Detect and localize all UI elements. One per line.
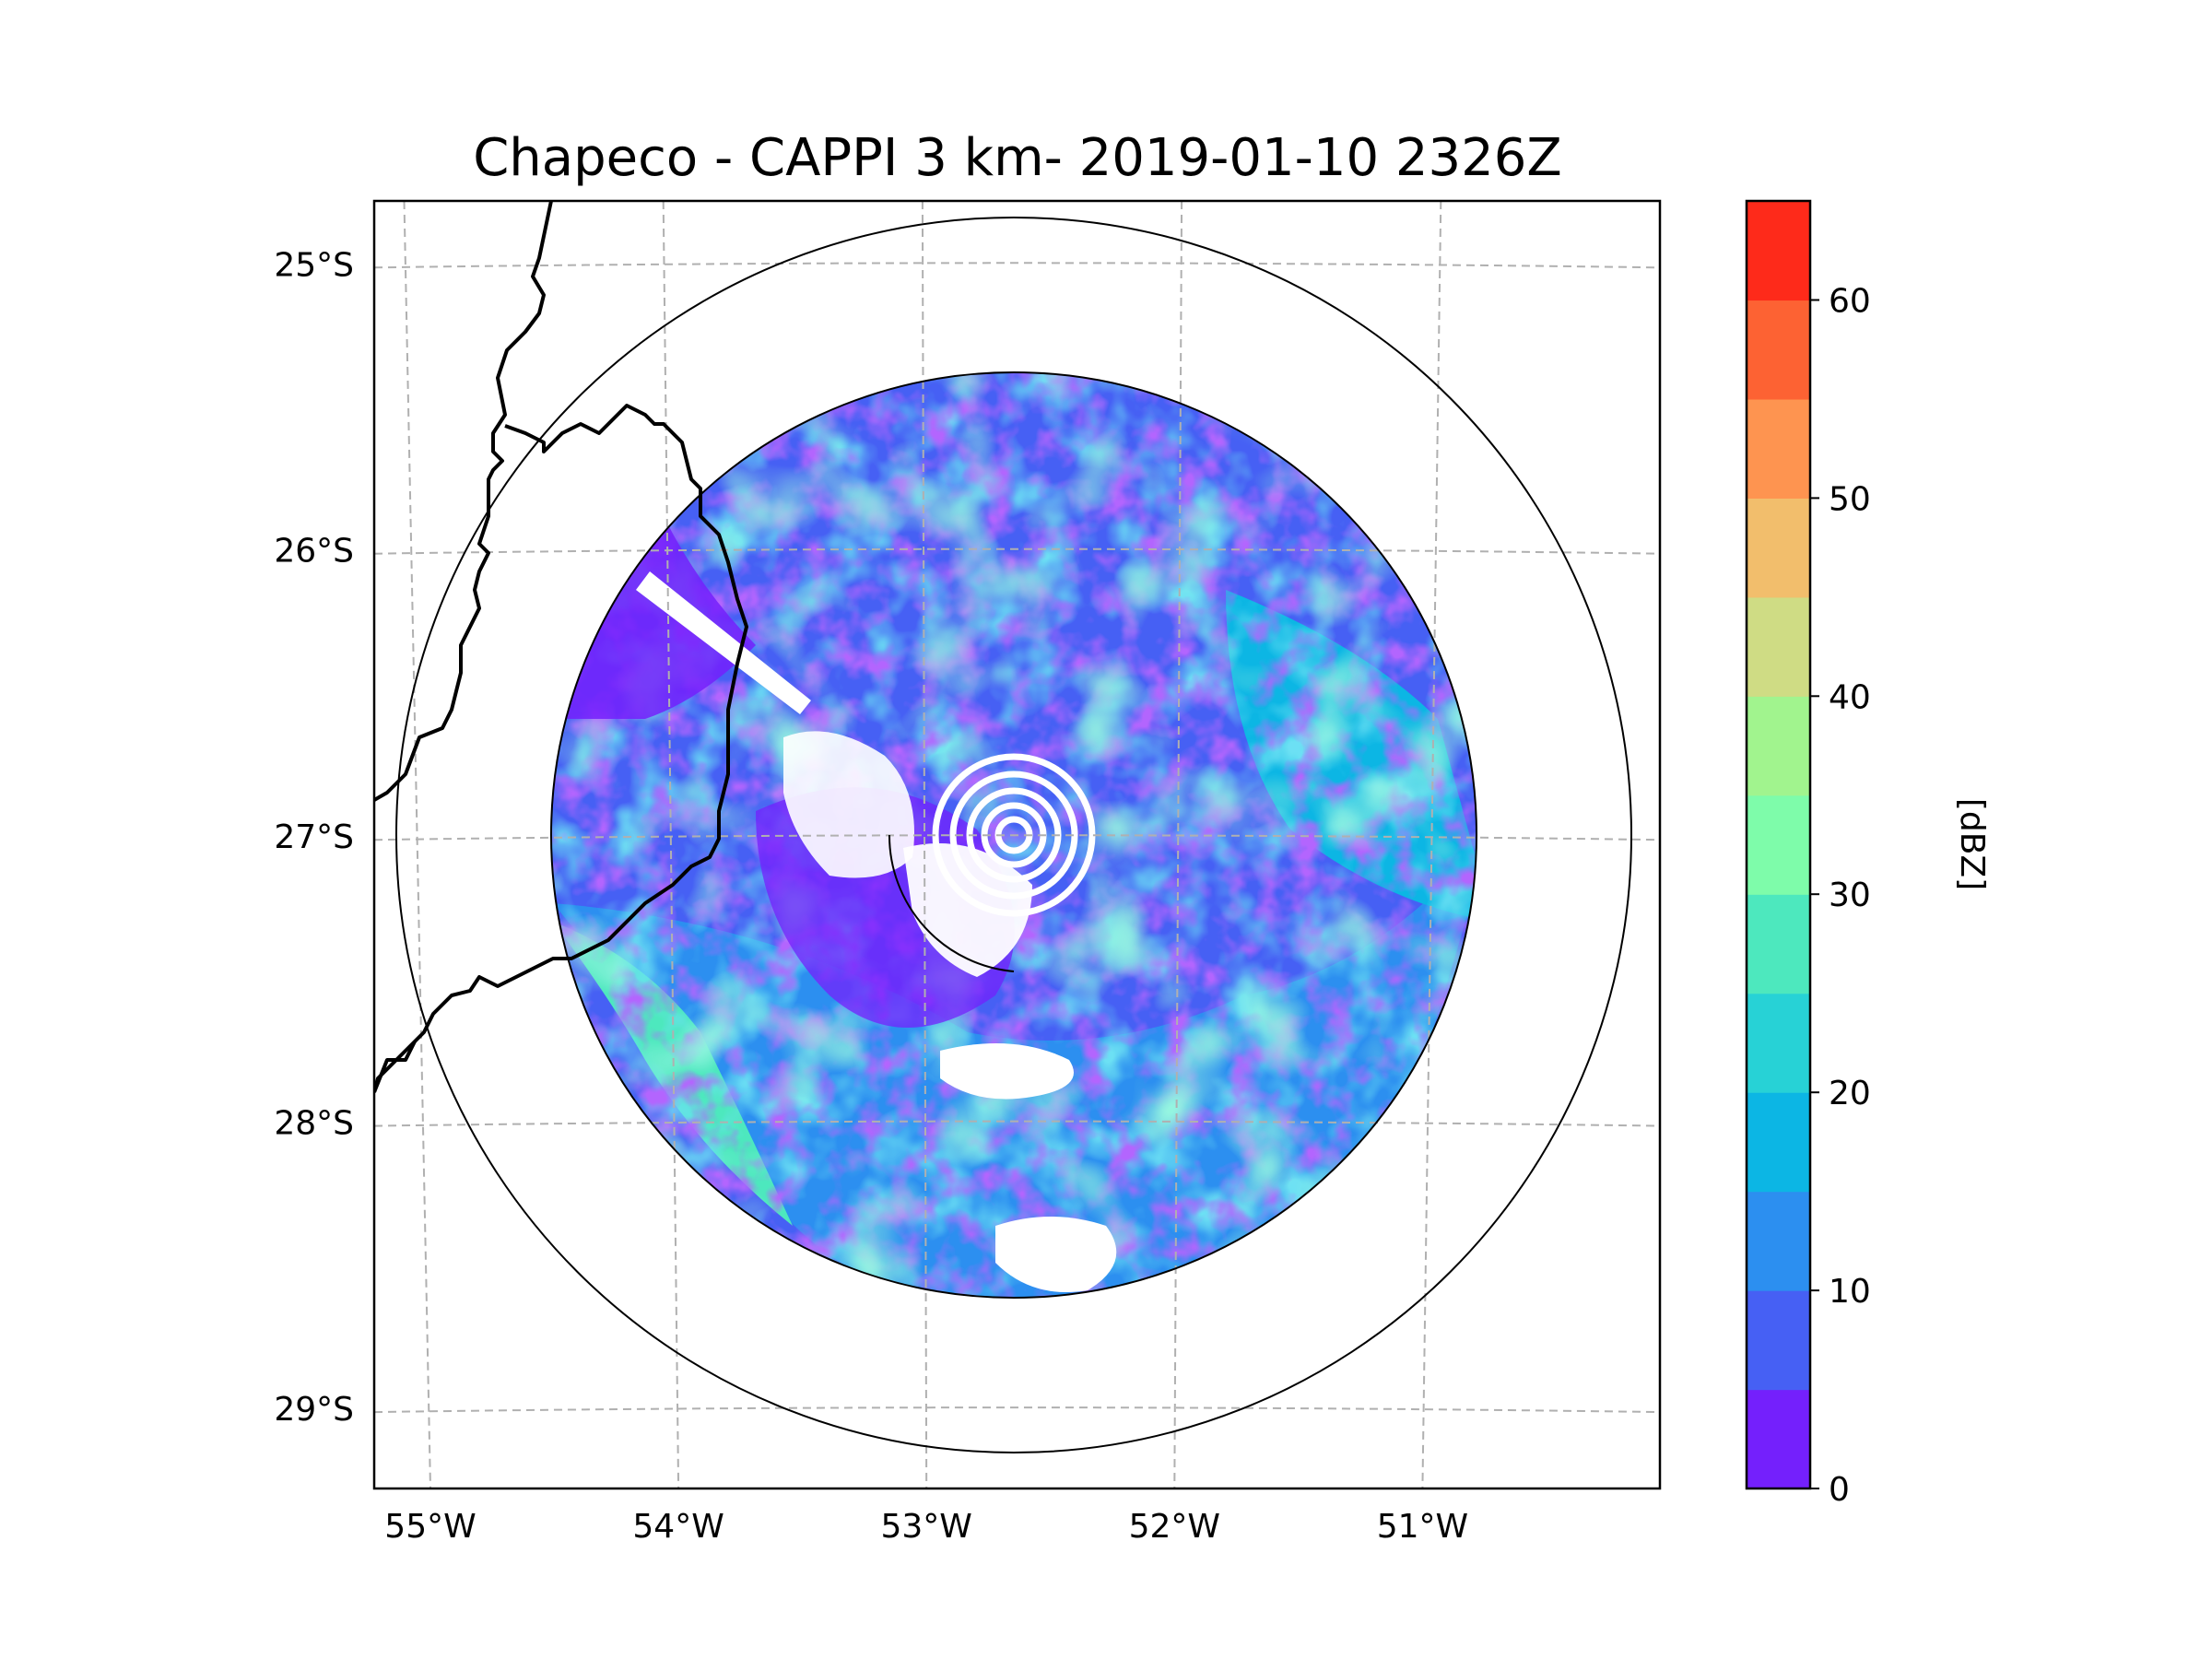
axes-frame [372, 199, 1662, 1490]
colorbar-band [1747, 596, 1810, 697]
x-tick-label: 52°W [1129, 1508, 1220, 1546]
colorbar-tick-label: 10 [1829, 1273, 1871, 1311]
colorbar-band [1747, 1389, 1810, 1489]
chart-title: Chapeco - CAPPI 3 km- 2019-01-10 2326Z [473, 128, 1562, 188]
y-tick-label: 26°S [274, 533, 354, 571]
grid-line-lat [374, 1406, 1660, 1414]
x-tick-labels: 55°W 54°W 53°W 52°W 51°W [384, 1508, 1468, 1546]
plot-area: 55°W 54°W 53°W 52°W 51°W 25°S 26°S 27°S 28°S 29°… [274, 199, 1662, 1546]
colorbar-tick-label: 40 [1829, 678, 1871, 716]
state-border [374, 404, 748, 1093]
colorbar-label: [dBZ] [1953, 798, 1991, 890]
grid-line-lon [403, 201, 431, 1488]
y-tick-label: 27°S [274, 818, 354, 856]
x-tick-label: 54°W [632, 1508, 724, 1546]
colorbar-tick-label: 20 [1829, 1075, 1871, 1112]
grid-line-lon [1421, 201, 1442, 1488]
y-tick-label: 28°S [274, 1105, 354, 1143]
grid-line-lon [921, 201, 928, 1488]
grid-line-lat [374, 547, 1660, 555]
ground-clutter-west [783, 731, 914, 878]
colorbar-band [1747, 1290, 1810, 1391]
state-border-lower [374, 1041, 417, 1093]
reflectivity-region-northwest [553, 516, 756, 719]
colorbar-ticks: 0 10 20 30 40 50 60 [1810, 283, 1871, 1509]
colorbar-band [1747, 1191, 1810, 1291]
colorbar-band [1747, 794, 1810, 895]
colorbar-tick-label: 30 [1829, 877, 1871, 914]
colorbar-band [1747, 993, 1810, 1093]
ground-clutter-far-south [995, 1217, 1117, 1292]
inner-range-arc [888, 834, 1015, 972]
country-border [374, 201, 553, 802]
colorbar-tick-label: 0 [1829, 1471, 1850, 1509]
clutter-ring [949, 771, 1078, 900]
colorbar-band [1747, 498, 1810, 598]
colorbar-band [1747, 201, 1810, 301]
colorbar: 0 10 20 30 40 50 60 [dBZ] [1745, 199, 1991, 1509]
y-tick-labels: 25°S 26°S 27°S 28°S 29°S [274, 246, 354, 1429]
colorbar-band [1747, 300, 1810, 400]
grid-line-lat [374, 1120, 1660, 1127]
range-ring-outer [395, 217, 1632, 1453]
ground-clutter-south [940, 1043, 1074, 1100]
gridlines [374, 201, 1660, 1488]
x-tick-label: 53°W [880, 1508, 971, 1546]
clutter-ring [932, 753, 1096, 917]
colorbar-band [1747, 894, 1810, 994]
grid-line-lat [374, 262, 1660, 269]
y-tick-label: 25°S [274, 246, 354, 284]
colorbar-band [1747, 398, 1810, 499]
range-ring-inner [550, 371, 1477, 1299]
x-tick-label: 55°W [384, 1508, 476, 1546]
beam-blockage [636, 571, 811, 714]
y-tick-label: 29°S [274, 1391, 354, 1429]
colorbar-bands [1747, 201, 1810, 1489]
grid-line-lon [662, 201, 680, 1488]
colorbar-band [1747, 696, 1810, 796]
grid-line-lat [374, 834, 1660, 841]
colorbar-tick-label: 60 [1829, 283, 1871, 321]
colorbar-band [1747, 1092, 1810, 1193]
reflectivity-field [551, 372, 1477, 1298]
colorbar-frame [1745, 199, 1812, 1490]
x-tick-label: 51°W [1377, 1508, 1468, 1546]
colorbar-tick-label: 50 [1829, 480, 1871, 518]
grid-line-lon [1173, 201, 1183, 1488]
